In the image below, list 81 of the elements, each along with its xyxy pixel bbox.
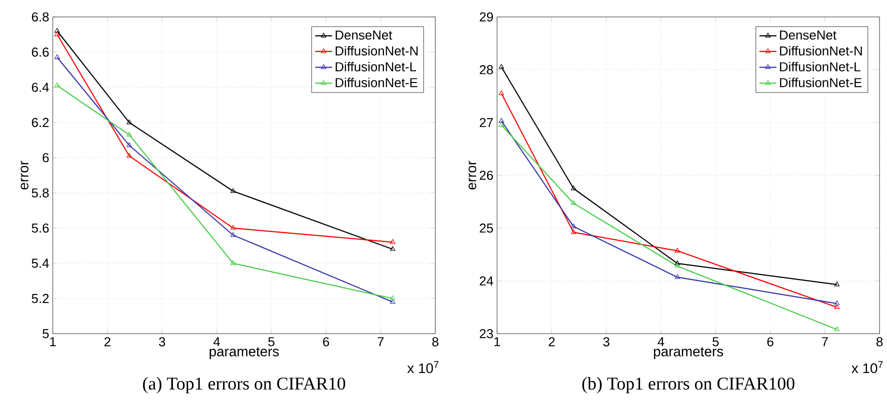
y-tick-label: 24 [480, 276, 494, 286]
point [390, 298, 396, 304]
legend-label: DiffusionNet-L [336, 62, 416, 72]
x-tick-label: 3 [158, 337, 166, 346]
point [126, 152, 132, 158]
text: x 10$^{7}$ [852, 360, 883, 373]
point [54, 31, 60, 36]
x-tick-label: 3 [603, 337, 610, 346]
y-axis-title: error [468, 160, 476, 190]
point [390, 238, 396, 244]
point [570, 229, 576, 234]
x-tick-label: 1 [50, 337, 56, 346]
point [230, 260, 236, 265]
x-axis-title: parameters [210, 347, 279, 359]
point [390, 246, 396, 251]
point [54, 28, 60, 32]
point [674, 262, 680, 268]
point [834, 281, 840, 286]
y-tick-label: 29 [480, 12, 493, 22]
x-axis-title: parameters [654, 347, 724, 359]
point [834, 300, 840, 306]
legend-label: DenseNet [780, 30, 836, 40]
y-tick-label: 5.2 [32, 294, 49, 303]
point [570, 223, 576, 228]
x-tick-label: 5 [268, 337, 274, 346]
x-tick-label: 1 [494, 337, 500, 346]
point [230, 232, 236, 237]
point [54, 54, 60, 59]
x-tick-label: 2 [548, 337, 555, 346]
legend-label: DiffusionNet-E [336, 78, 418, 88]
point [498, 64, 504, 69]
x-tick-label: 8 [432, 337, 438, 346]
y-tick-label: 6.2 [32, 118, 49, 127]
text: x 10$^{7}$ [407, 360, 438, 373]
point [570, 200, 576, 205]
legend-label: DiffusionNet-N [780, 46, 862, 56]
point [834, 304, 840, 309]
y-tick-label: 6.8 [32, 12, 49, 22]
x-tick-label: 6 [767, 337, 774, 346]
y-tick-label: 25 [480, 223, 493, 232]
y-tick-label: 27 [480, 118, 493, 127]
x-tick-label: 6 [323, 337, 330, 346]
y-tick-label: 23 [480, 328, 493, 338]
point [498, 118, 504, 122]
x-tick-label: 8 [876, 337, 883, 346]
y-tick-label: 5.6 [32, 223, 49, 232]
point [230, 224, 236, 230]
y-tick-label: 6.4 [32, 82, 49, 92]
legend-label: DiffusionNet-N [336, 46, 418, 56]
y-tick-label: 5.4 [32, 258, 49, 268]
y-tick-label: 5 [42, 328, 49, 338]
y-axis-title: error [20, 160, 28, 190]
x-tick-label: 4 [213, 337, 220, 346]
point [126, 132, 132, 136]
y-tick-label: 28 [480, 64, 493, 74]
point [390, 295, 396, 300]
point [674, 248, 680, 252]
x-tick-label: 5 [712, 337, 719, 346]
y-tick-label: 5.8 [32, 188, 49, 198]
legend-label: DiffusionNet-L [780, 62, 860, 72]
point [834, 326, 840, 331]
point [230, 188, 236, 193]
point [498, 122, 504, 127]
x-tick-label: 4 [658, 337, 664, 346]
y-tick-label: 26 [480, 170, 493, 180]
legend-label: DenseNet [336, 30, 392, 40]
y-tick-label: 6.6 [32, 47, 49, 56]
x-tick-label: 7 [378, 337, 384, 346]
x-tick-label: 7 [822, 337, 828, 346]
point [126, 119, 132, 124]
text: (a) Top1 errors on CIFAR10 [143, 376, 346, 394]
point [54, 82, 60, 88]
x-tick-label: 2 [104, 337, 110, 346]
point [126, 142, 132, 147]
point [498, 90, 504, 95]
text: (b) Top1 errors on CIFAR100 [582, 376, 794, 394]
point [674, 260, 680, 265]
point [674, 274, 680, 279]
point [570, 185, 576, 190]
y-tick-label: 6 [42, 152, 49, 162]
legend-label: DiffusionNet-E [780, 78, 862, 88]
